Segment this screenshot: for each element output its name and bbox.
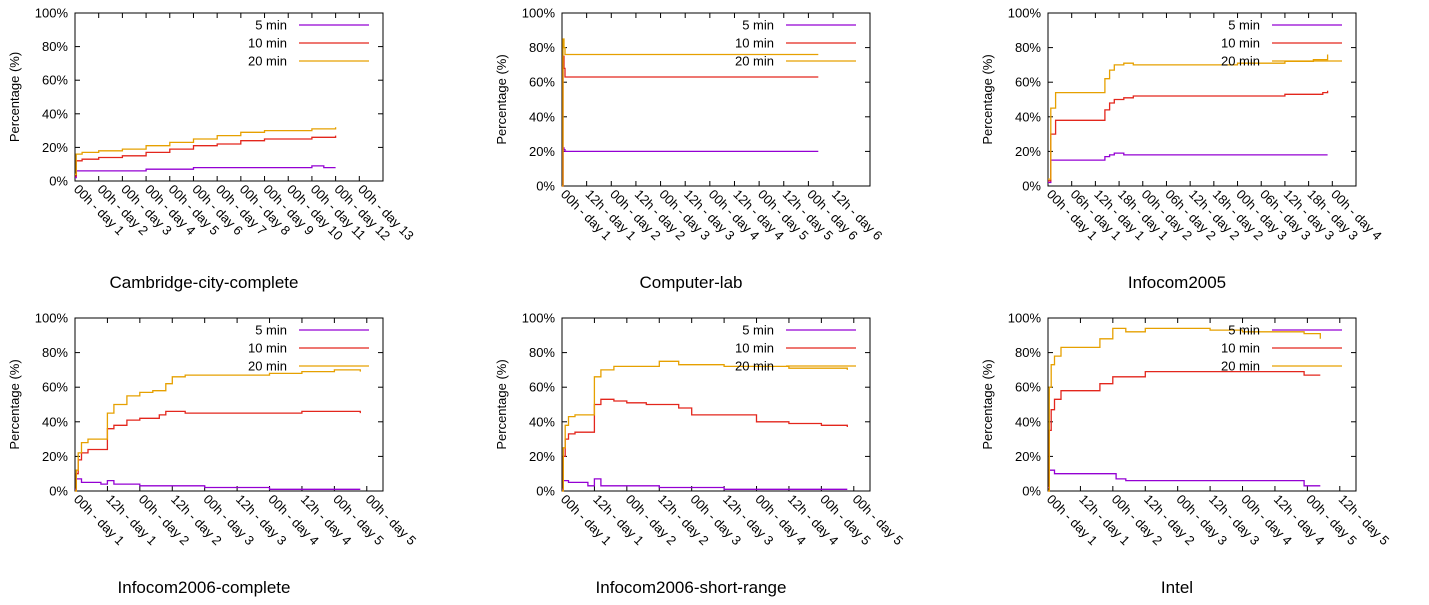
y-axis-label: Percentage (%) xyxy=(494,54,509,144)
legend-label: 10 min xyxy=(1221,36,1260,51)
y-tick-label: 60% xyxy=(42,73,68,88)
series-line-20-min xyxy=(75,127,337,175)
series-line-5-min xyxy=(1048,469,1321,489)
y-tick-label: 80% xyxy=(42,345,68,360)
legend-label: 20 min xyxy=(735,359,774,374)
y-tick-label: 60% xyxy=(42,380,68,395)
series-line-10-min xyxy=(75,410,361,492)
legend-label: 10 min xyxy=(248,36,287,51)
y-tick-label: 40% xyxy=(42,414,68,429)
y-tick-label: 20% xyxy=(42,449,68,464)
chart-panel-3: 0%20%40%60%80%100%Percentage (%)00h - da… xyxy=(980,6,1385,293)
chart-panel-5: 0%20%40%60%80%100%Percentage (%)00h - da… xyxy=(494,311,906,598)
y-tick-label: 0% xyxy=(49,174,68,189)
legend-label: 5 min xyxy=(742,18,774,33)
y-axis-label: Percentage (%) xyxy=(980,54,995,144)
panel-title: Intel xyxy=(1161,578,1193,597)
legend-label: 20 min xyxy=(1221,359,1260,374)
y-tick-label: 0% xyxy=(1022,179,1041,194)
y-tick-label: 100% xyxy=(522,311,556,326)
panel-title: Cambridge-city-complete xyxy=(110,273,299,292)
legend-label: 10 min xyxy=(248,341,287,356)
chart-panel-2: 0%20%40%60%80%100%Percentage (%)00h - da… xyxy=(494,6,886,293)
legend-label: 20 min xyxy=(735,54,774,69)
y-tick-label: 100% xyxy=(522,6,556,21)
legend-label: 5 min xyxy=(1228,18,1260,33)
series-line-20-min xyxy=(75,369,361,492)
plot-frame xyxy=(561,317,871,492)
series-line-10-min xyxy=(1048,370,1321,492)
chart-panel-6: 0%20%40%60%80%100%Percentage (%)00h - da… xyxy=(980,311,1392,598)
legend-label: 5 min xyxy=(255,323,287,338)
y-tick-label: 80% xyxy=(1015,345,1041,360)
y-tick-label: 0% xyxy=(536,179,555,194)
y-tick-label: 60% xyxy=(529,75,555,90)
y-tick-label: 40% xyxy=(1015,414,1041,429)
plot-frame xyxy=(74,12,384,182)
series-line-10-min xyxy=(562,55,819,187)
panel-title: Infocom2006-complete xyxy=(118,578,291,597)
series-line-5-min xyxy=(75,478,361,490)
series-line-10-min xyxy=(1048,90,1329,182)
legend-label: 20 min xyxy=(1221,54,1260,69)
y-tick-label: 40% xyxy=(42,106,68,121)
panel-title: Infocom2005 xyxy=(1128,273,1226,292)
series-line-10-min xyxy=(562,398,848,492)
legend-label: 5 min xyxy=(742,323,774,338)
y-tick-label: 20% xyxy=(1015,449,1041,464)
y-tick-label: 100% xyxy=(1008,311,1042,326)
legend-label: 5 min xyxy=(1228,323,1260,338)
y-tick-label: 20% xyxy=(42,140,68,155)
panel-title: Computer-lab xyxy=(640,273,743,292)
y-tick-label: 60% xyxy=(529,380,555,395)
y-tick-label: 100% xyxy=(1008,6,1042,21)
plot-frame xyxy=(1047,317,1357,492)
chart-panel-4: 0%20%40%60%80%100%Percentage (%)00h - da… xyxy=(7,311,419,598)
legend-label: 10 min xyxy=(735,36,774,51)
y-tick-label: 0% xyxy=(1022,484,1041,499)
series-line-20-min xyxy=(562,38,819,187)
legend-label: 5 min xyxy=(255,18,287,33)
y-tick-label: 20% xyxy=(529,144,555,159)
chart-panel-1: 0%20%40%60%80%100%Percentage (%)00h - da… xyxy=(7,6,417,293)
plot-frame xyxy=(1047,12,1357,187)
y-tick-label: 20% xyxy=(529,449,555,464)
y-tick-label: 20% xyxy=(1015,144,1041,159)
y-tick-label: 80% xyxy=(529,40,555,55)
y-tick-label: 40% xyxy=(529,414,555,429)
panel-title: Infocom2006-short-range xyxy=(596,578,787,597)
series-line-5-min xyxy=(562,478,848,490)
y-tick-label: 80% xyxy=(42,39,68,54)
y-axis-label: Percentage (%) xyxy=(980,359,995,449)
y-tick-label: 0% xyxy=(49,484,68,499)
y-axis-label: Percentage (%) xyxy=(7,52,22,142)
series-line-5-min xyxy=(75,165,336,179)
y-tick-label: 100% xyxy=(35,311,69,326)
y-axis-label: Percentage (%) xyxy=(494,359,509,449)
y-tick-label: 80% xyxy=(1015,40,1041,55)
plot-frame xyxy=(561,12,871,187)
series-line-5-min xyxy=(562,147,819,187)
y-axis-label: Percentage (%) xyxy=(7,359,22,449)
series-line-5-min xyxy=(1048,152,1328,184)
series-line-20-min xyxy=(562,360,848,492)
y-tick-label: 40% xyxy=(529,109,555,124)
legend-label: 20 min xyxy=(248,54,287,69)
y-tick-label: 40% xyxy=(1015,109,1041,124)
series-line-20-min xyxy=(1048,327,1321,492)
y-tick-label: 100% xyxy=(35,6,69,21)
y-tick-label: 80% xyxy=(529,345,555,360)
y-tick-label: 60% xyxy=(1015,75,1041,90)
series-line-20-min xyxy=(1048,54,1329,180)
series-line-10-min xyxy=(75,135,337,177)
legend-label: 10 min xyxy=(735,341,774,356)
y-tick-label: 60% xyxy=(1015,380,1041,395)
plot-frame xyxy=(74,317,384,492)
legend-label: 20 min xyxy=(248,359,287,374)
legend-label: 10 min xyxy=(1221,341,1260,356)
y-tick-label: 0% xyxy=(536,484,555,499)
